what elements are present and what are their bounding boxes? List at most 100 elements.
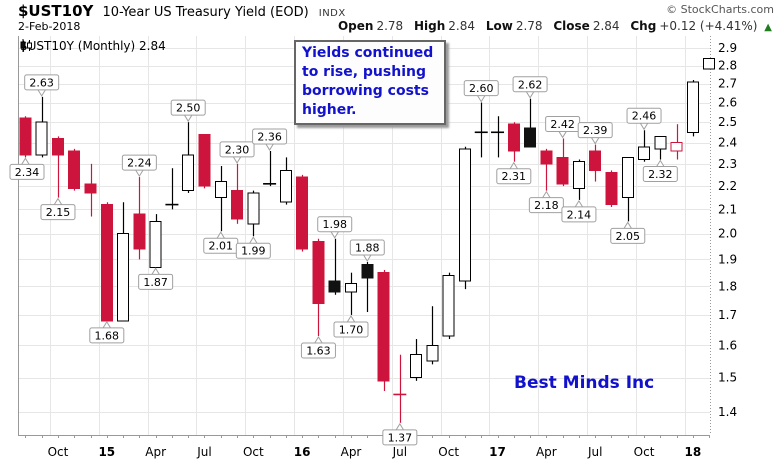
svg-text:2.7: 2.7 bbox=[718, 77, 737, 91]
price-callout: 2.34 bbox=[9, 157, 45, 180]
svg-text:1.88: 1.88 bbox=[355, 241, 380, 254]
candle bbox=[703, 57, 716, 70]
candle bbox=[621, 156, 634, 222]
svg-text:2.36: 2.36 bbox=[257, 130, 282, 143]
callouts: 2.34 2.63 2.15 1.68 2.24 1.87 2.50 2.01 2.30 1.99… bbox=[9, 74, 678, 446]
svg-text:1.87: 1.87 bbox=[143, 276, 168, 289]
chart-header: $UST10Y 10-Year US Treasury Yield (EOD) … bbox=[18, 1, 346, 20]
price-callout: 2.60 bbox=[463, 80, 499, 103]
svg-text:2.9: 2.9 bbox=[718, 41, 737, 55]
svg-text:1.6: 1.6 bbox=[718, 338, 737, 352]
svg-text:18: 18 bbox=[685, 445, 702, 459]
chg-value: +0.12 (+4.41%) bbox=[659, 19, 758, 33]
svg-text:Oct: Oct bbox=[48, 445, 69, 459]
candle bbox=[361, 261, 374, 313]
price-callout: 2.15 bbox=[40, 197, 76, 221]
gridlines bbox=[18, 36, 710, 435]
svg-text:Oct: Oct bbox=[634, 445, 655, 459]
candles bbox=[19, 57, 716, 423]
svg-text:1.68: 1.68 bbox=[95, 329, 120, 342]
candle bbox=[263, 150, 277, 187]
candle bbox=[133, 177, 146, 260]
candle bbox=[345, 272, 357, 315]
watermark-text: Best Minds Inc bbox=[514, 373, 655, 393]
svg-text:Jul: Jul bbox=[587, 445, 602, 459]
svg-text:2.24: 2.24 bbox=[127, 157, 152, 170]
svg-text:2.32: 2.32 bbox=[648, 168, 673, 181]
candle bbox=[524, 98, 537, 148]
svg-text:15: 15 bbox=[98, 445, 115, 459]
candle bbox=[296, 174, 309, 252]
candle bbox=[312, 238, 325, 336]
candle bbox=[556, 138, 569, 187]
price-callout: 1.37 bbox=[382, 422, 418, 446]
svg-text:1.63: 1.63 bbox=[306, 344, 331, 357]
open-value: 2.78 bbox=[376, 19, 404, 33]
low-label: Low bbox=[485, 19, 513, 33]
candle bbox=[51, 136, 64, 198]
open-label: Open bbox=[337, 19, 374, 33]
candle bbox=[491, 116, 505, 158]
svg-text:2.62: 2.62 bbox=[518, 78, 543, 91]
page-title: 10-Year US Treasury Yield (EOD) bbox=[102, 5, 309, 20]
svg-text:2.14: 2.14 bbox=[567, 208, 592, 221]
candle bbox=[182, 122, 195, 193]
annotation-line: to rise, pushing bbox=[302, 64, 426, 80]
high-value: 2.84 bbox=[448, 19, 476, 33]
svg-text:2.30: 2.30 bbox=[225, 143, 250, 156]
svg-text:2.63: 2.63 bbox=[29, 76, 54, 89]
svg-text:2.50: 2.50 bbox=[176, 102, 201, 115]
svg-text:1.99: 1.99 bbox=[241, 245, 266, 258]
candle bbox=[214, 166, 227, 232]
price-callout: 1.68 bbox=[89, 320, 125, 344]
svg-text:1.7: 1.7 bbox=[718, 308, 737, 322]
price-callout: 2.42 bbox=[545, 115, 581, 139]
candle bbox=[279, 157, 292, 205]
candle bbox=[68, 148, 81, 191]
price-callout: 2.36 bbox=[252, 128, 288, 151]
svg-text:2.60: 2.60 bbox=[469, 82, 494, 95]
x-axis-labels: Oct 15 Apr Jul Oct 16 Apr Jul Oct 17 Apr Jul Oct 18 bbox=[48, 445, 702, 459]
price-callout: 2.30 bbox=[219, 141, 255, 164]
candle bbox=[165, 168, 179, 210]
candle bbox=[328, 238, 341, 295]
annotation-line: borrowing costs bbox=[302, 83, 429, 99]
candle bbox=[393, 354, 407, 423]
price-callout: 1.99 bbox=[235, 236, 271, 259]
high-label: High bbox=[414, 19, 446, 33]
annotation-note: Yields continued to rise, pushing borrow… bbox=[294, 40, 446, 125]
svg-text:1.9: 1.9 bbox=[718, 252, 737, 266]
svg-text:1.37: 1.37 bbox=[388, 431, 413, 444]
svg-text:1.4: 1.4 bbox=[718, 405, 737, 419]
svg-text:2.31: 2.31 bbox=[502, 170, 527, 183]
axes bbox=[18, 36, 711, 438]
svg-text:2.5: 2.5 bbox=[718, 115, 737, 129]
price-callout: 2.01 bbox=[203, 231, 239, 254]
svg-text:2.01: 2.01 bbox=[209, 240, 234, 253]
svg-text:Apr: Apr bbox=[536, 445, 557, 459]
candle bbox=[572, 159, 585, 200]
price-callout: 1.70 bbox=[333, 314, 369, 338]
candle bbox=[149, 214, 162, 268]
price-callout: 2.46 bbox=[626, 107, 662, 131]
price-callout: 2.32 bbox=[642, 159, 678, 183]
stockcharts-credit: © StockCharts.com bbox=[666, 3, 774, 16]
symbol: $UST10Y bbox=[18, 2, 94, 20]
candle bbox=[638, 130, 651, 162]
candle bbox=[117, 202, 130, 322]
svg-text:2.4: 2.4 bbox=[718, 136, 737, 150]
svg-text:Jul: Jul bbox=[196, 445, 211, 459]
price-callout: 2.63 bbox=[24, 74, 60, 97]
candle bbox=[442, 272, 455, 340]
candle bbox=[377, 269, 390, 392]
candle bbox=[35, 96, 48, 158]
svg-text:Oct: Oct bbox=[438, 445, 459, 459]
chg-label: Chg bbox=[630, 19, 657, 33]
low-value: 2.78 bbox=[515, 19, 543, 33]
candle bbox=[231, 163, 244, 224]
price-callout: 1.87 bbox=[138, 267, 174, 290]
candle bbox=[410, 339, 423, 381]
candle bbox=[247, 190, 260, 237]
